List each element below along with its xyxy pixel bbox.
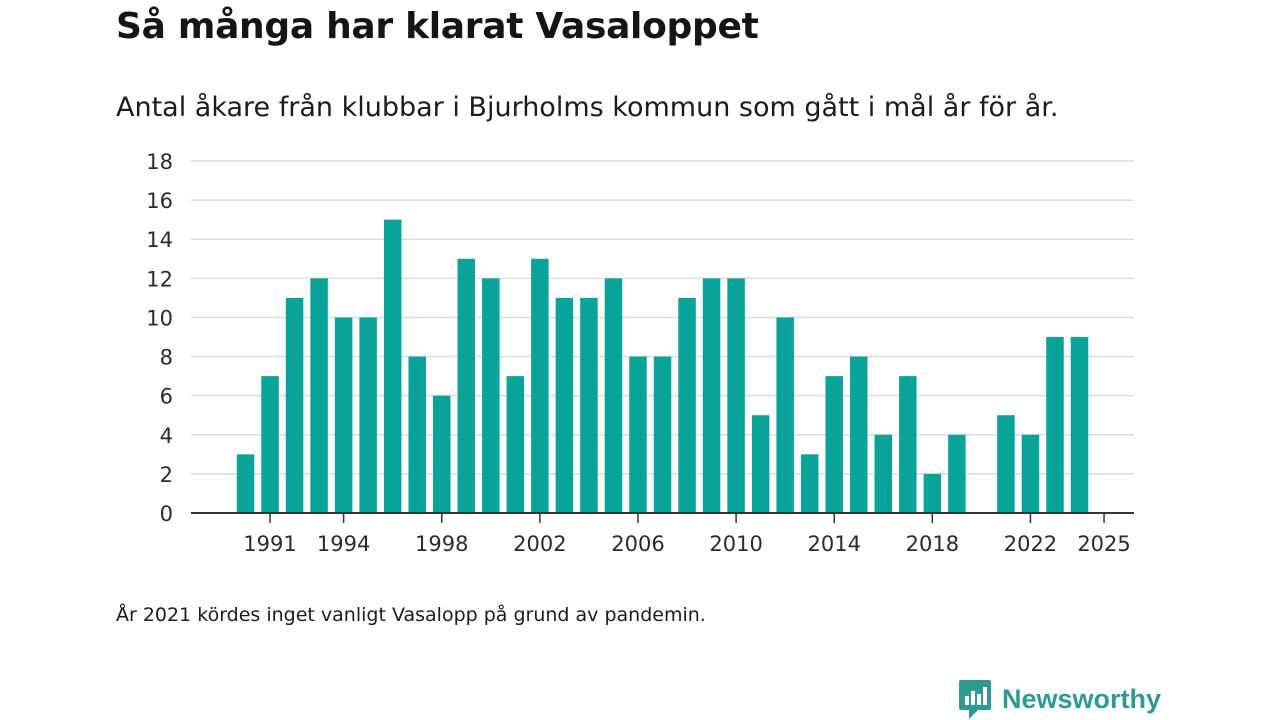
bar-1995 [359, 317, 377, 513]
newsworthy-brand[interactable]: Newsworthy [958, 678, 1161, 720]
brand-name: Newsworthy [1002, 683, 1162, 714]
bar-2013 [800, 454, 819, 513]
bar-2008 [678, 297, 696, 513]
y-tick-label: 10 [146, 306, 173, 330]
bar-1992 [285, 297, 304, 513]
bar-2024 [1070, 337, 1089, 513]
chart-subtitle: Antal åkare från klubbar i Bjurholms kom… [116, 92, 1059, 123]
x-tick-label: 1991 [243, 532, 296, 556]
x-tick-label: 2002 [513, 532, 566, 556]
x-tick-label: 2022 [1004, 532, 1057, 556]
bar-1990 [236, 454, 255, 513]
chart-title: Så många har klarat Vasaloppet [116, 6, 759, 47]
y-axis-ticks: 0 2 4 6 8 10 12 14 16 18 [146, 150, 173, 526]
y-tick-label: 12 [146, 267, 173, 291]
x-tick-label: 1998 [415, 532, 468, 556]
bar-2018 [923, 473, 942, 513]
bar-2005 [604, 278, 623, 513]
y-tick-label: 14 [146, 228, 173, 252]
bar-2016 [874, 434, 893, 513]
bar-2021 [997, 415, 1015, 513]
x-tick-label: 2006 [611, 532, 664, 556]
y-tick-label: 0 [160, 502, 173, 526]
bar-2014 [825, 376, 843, 513]
footnote: År 2021 kördes inget vanligt Vasalopp på… [116, 604, 706, 626]
bar-1998 [432, 395, 451, 513]
bar-2006 [629, 356, 647, 513]
x-tick-label: 2014 [807, 532, 860, 556]
bar-2022 [1021, 434, 1040, 513]
bar-2017 [899, 376, 917, 513]
bar-2009 [702, 278, 721, 513]
bar-2004 [580, 297, 598, 513]
newsworthy-logo-icon [959, 680, 991, 719]
bar-1991 [261, 376, 279, 513]
bar-2000 [482, 278, 500, 513]
bar-2003 [555, 297, 574, 513]
x-tick-label: 1994 [317, 532, 370, 556]
bar-2023 [1046, 337, 1064, 513]
y-tick-label: 18 [146, 150, 173, 174]
bar-2012 [776, 317, 794, 513]
x-tick-label: 2025 [1077, 532, 1130, 556]
bar-2015 [850, 356, 868, 513]
y-tick-label: 4 [160, 424, 173, 448]
bar-1993 [310, 278, 328, 513]
y-tick-label: 2 [160, 463, 173, 487]
bar-1999 [457, 258, 476, 513]
bar-2007 [653, 356, 672, 513]
x-axis-ticks: 1991 1994 1998 2002 2006 2010 2014 2018 2022 2025 [243, 513, 1131, 556]
y-tick-label: 6 [160, 385, 173, 409]
x-tick-label: 2018 [906, 532, 959, 556]
bar-1994 [334, 317, 353, 513]
bar-1996 [383, 219, 402, 513]
x-tick-label: 2010 [709, 532, 762, 556]
y-tick-label: 8 [160, 346, 173, 370]
bar-2001 [506, 376, 525, 513]
bar-2002 [531, 258, 549, 513]
bar-2010 [727, 278, 745, 513]
bar-2011 [751, 415, 770, 513]
bars [236, 219, 1089, 513]
bar-1997 [408, 356, 426, 513]
y-tick-label: 16 [146, 189, 173, 213]
bar-2019 [948, 434, 966, 513]
